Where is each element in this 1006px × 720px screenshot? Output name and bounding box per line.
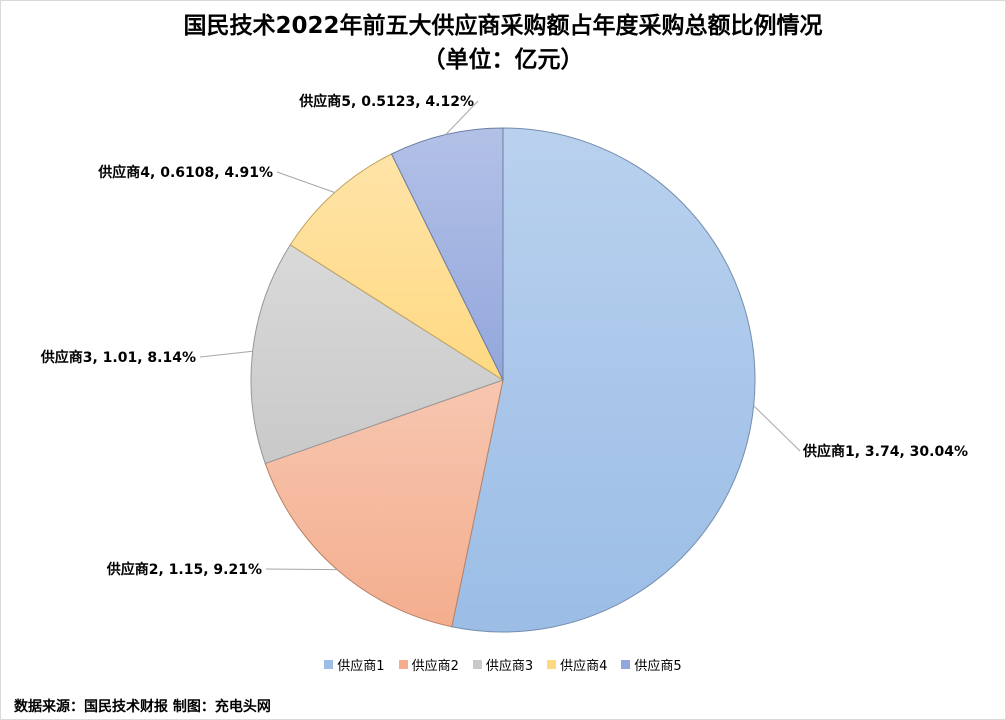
legend-item-2: 供应商2 [398,655,459,674]
legend-item-4: 供应商4 [547,655,607,674]
leader-line-5 [445,100,479,135]
pie-slice-5 [390,127,504,381]
legend-swatch-4 [547,660,557,669]
legend-label-3: 供应商3 [485,659,534,674]
legend-label-5: 供应商5 [634,659,682,674]
data-label-3: 供应商3, 1.01, 8.14% [40,349,196,366]
legend-label-1: 供应商1 [337,659,385,674]
legend-swatch-2 [398,660,408,669]
data-label-4: 供应商4, 0.6108, 4.91% [97,164,273,181]
chart-subtitle: （单位：亿元） [422,47,584,73]
data-label-2: 供应商2, 1.15, 9.21% [106,561,262,578]
pie-slice-4 [289,153,505,382]
data-label-1: 供应商1, 3.74, 30.04% [802,443,968,460]
legend-swatch-1 [324,660,334,669]
legend-label-2: 供应商2 [411,659,459,674]
legend: 供应商1 供应商2 供应商3 供应商4 供应商5 [0,655,1006,674]
legend-label-4: 供应商4 [560,659,608,674]
legend-swatch-5 [621,660,631,669]
legend-item-5: 供应商5 [621,655,682,674]
leader-line-2 [265,568,338,571]
legend-item-1: 供应商1 [324,655,385,674]
leader-line-3 [199,350,253,358]
legend-item-3: 供应商3 [472,655,534,674]
pie-slice-2 [264,379,504,628]
leader-line-1 [753,405,801,452]
data-label-5: 供应商5, 0.5123, 4.12% [298,93,474,110]
legend-swatch-3 [472,660,482,669]
chart-title: 国民技术2022年前五大供应商采购额占年度采购总额比例情况 [183,13,823,39]
data-source-note: 数据来源：国民技术财报 制图：充电头网 [14,699,271,715]
leader-line-4 [276,171,335,193]
